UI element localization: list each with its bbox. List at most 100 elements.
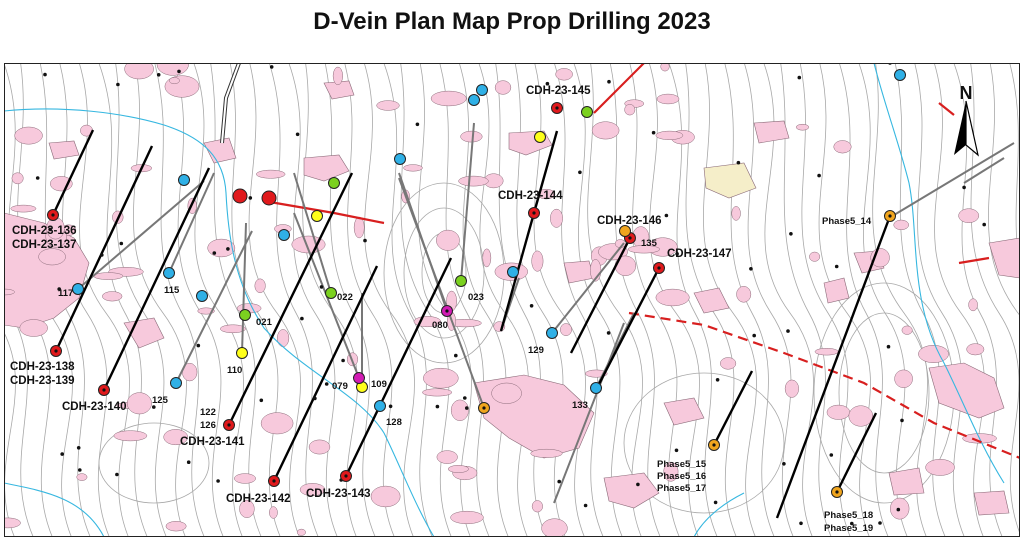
outcrop-speck bbox=[436, 229, 460, 251]
outcrop-speck bbox=[541, 518, 568, 537]
contour-line bbox=[685, 63, 737, 537]
survey-point bbox=[177, 69, 181, 74]
contour-line bbox=[703, 63, 757, 537]
outcrop-speck bbox=[14, 126, 43, 145]
outcrop-speck bbox=[332, 66, 343, 86]
contour-loop bbox=[98, 422, 210, 504]
survey-point bbox=[435, 404, 440, 409]
survey-point bbox=[982, 222, 986, 227]
outcrop-speck bbox=[76, 473, 88, 481]
outcrop-speck bbox=[308, 439, 331, 455]
outcrop-speck bbox=[627, 245, 660, 254]
outcrop-speck bbox=[925, 459, 955, 476]
outcrop-speck bbox=[436, 450, 458, 464]
outcrop-speck bbox=[260, 412, 294, 435]
outcrop-speck bbox=[968, 298, 978, 312]
outcrop-speck bbox=[460, 130, 483, 143]
outcrop-speck bbox=[655, 130, 684, 140]
collar-phase5-15 bbox=[708, 439, 720, 451]
survey-point bbox=[259, 398, 264, 403]
survey-point bbox=[896, 507, 901, 512]
collar-cdh-23-143 bbox=[340, 470, 352, 482]
collar-blue-a bbox=[178, 174, 190, 186]
outcrop-speck bbox=[494, 80, 512, 95]
outcrop-speck bbox=[38, 248, 66, 266]
label-cdh-23-145: CDH-23-145 bbox=[526, 85, 591, 97]
survey-point bbox=[100, 253, 104, 257]
collar-129 bbox=[546, 327, 558, 339]
survey-point bbox=[962, 185, 966, 190]
outcrop-speck bbox=[655, 288, 690, 307]
outcrop-speck bbox=[531, 250, 544, 272]
outcrop-speck bbox=[299, 483, 326, 497]
outcrop-speck bbox=[423, 367, 459, 389]
survey-point bbox=[341, 358, 345, 363]
label-021: 021 bbox=[256, 317, 273, 328]
survey-point bbox=[116, 82, 120, 87]
collar-cdh-23-136 bbox=[47, 209, 59, 221]
survey-point bbox=[300, 316, 304, 321]
outcrop-speck bbox=[966, 343, 985, 356]
contour-line bbox=[724, 63, 775, 537]
collar-021 bbox=[239, 309, 251, 321]
contour-line bbox=[193, 63, 244, 537]
survey-point bbox=[713, 500, 718, 505]
collar-079 bbox=[353, 372, 365, 384]
label-117: 117 bbox=[58, 288, 73, 299]
label-135: 135 bbox=[641, 238, 658, 249]
survey-point bbox=[186, 460, 191, 465]
contour-line bbox=[229, 63, 281, 537]
label-phase5-18: Phase5_18 bbox=[824, 510, 873, 521]
survey-point bbox=[156, 73, 161, 77]
outcrop-speck bbox=[560, 323, 572, 336]
outcrop-speck bbox=[624, 104, 636, 116]
survey-point bbox=[463, 396, 467, 400]
collar-cdh-23-141 bbox=[223, 419, 235, 431]
contour-line bbox=[818, 63, 871, 537]
survey-point bbox=[78, 468, 82, 472]
survey-point bbox=[319, 285, 324, 289]
label-129: 129 bbox=[528, 345, 544, 356]
survey-point bbox=[674, 448, 679, 453]
outcrop-speck bbox=[550, 208, 563, 228]
outcrop-speck bbox=[234, 473, 256, 484]
label-cdh-23-142: CDH-23-142 bbox=[226, 493, 291, 505]
survey-point bbox=[248, 196, 253, 200]
contour-line bbox=[763, 63, 814, 537]
survey-point bbox=[465, 406, 469, 410]
survey-point bbox=[878, 521, 882, 525]
outcrop-speck bbox=[458, 175, 489, 187]
collar-blue-c bbox=[278, 229, 290, 241]
outcrop-speck bbox=[450, 399, 469, 421]
survey-point bbox=[324, 382, 329, 386]
collar-green-b bbox=[328, 177, 340, 189]
collar-markers bbox=[47, 69, 906, 498]
outcrop-speck bbox=[4, 517, 21, 529]
label-110: 110 bbox=[227, 365, 242, 376]
survey-point bbox=[57, 287, 61, 291]
outcrop-speck bbox=[826, 404, 851, 420]
collar-cdh-23-140 bbox=[98, 384, 110, 396]
contour-loop bbox=[838, 312, 930, 474]
outcrop-speck bbox=[19, 319, 48, 337]
survey-point bbox=[226, 247, 230, 251]
label-cdh-23-143: CDH-23-143 bbox=[306, 488, 371, 500]
survey-point bbox=[216, 479, 220, 483]
label-080: 080 bbox=[432, 320, 448, 331]
contour-line bbox=[780, 63, 832, 537]
outcrop-speck bbox=[277, 329, 290, 348]
contour-line bbox=[248, 63, 301, 537]
contour-line bbox=[1009, 63, 1020, 268]
outcrop-speck bbox=[894, 369, 913, 388]
label-022: 022 bbox=[337, 292, 353, 303]
collar-080 bbox=[441, 305, 453, 317]
collar-133 bbox=[590, 382, 602, 394]
label-phase5-17: Phase5_17 bbox=[657, 483, 706, 494]
survey-point bbox=[115, 472, 119, 477]
outcrop-speck bbox=[447, 465, 469, 473]
proposed-drill-traces bbox=[51, 129, 892, 519]
label-cdh-23-144: CDH-23-144 bbox=[498, 190, 563, 202]
outcrop-speck bbox=[537, 188, 556, 200]
hole-labels: CDH-23-136 CDH-23-137 CDH-23-138 CDH-23-… bbox=[10, 85, 873, 534]
label-cdh-23-139: CDH-23-139 bbox=[10, 375, 75, 387]
